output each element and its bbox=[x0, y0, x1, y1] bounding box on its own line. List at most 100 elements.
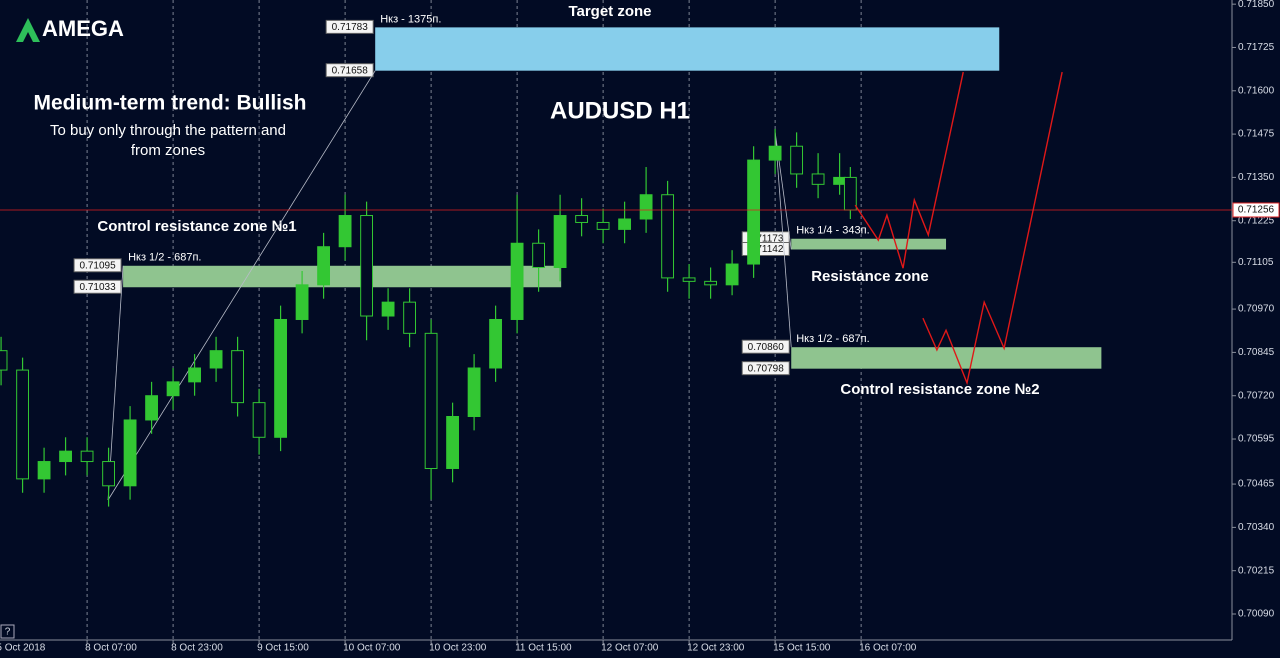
projection-line bbox=[922, 71, 1063, 386]
candle-body bbox=[532, 242, 546, 269]
price-tag-label: 0.71095 bbox=[80, 260, 117, 271]
y-tick-label: 0.70340 bbox=[1238, 522, 1275, 533]
zone bbox=[791, 238, 947, 250]
y-tick-label: 0.71475 bbox=[1238, 129, 1275, 140]
candle-body bbox=[188, 367, 201, 383]
zone-name: Control resistance zone №1 bbox=[97, 218, 296, 235]
zone bbox=[375, 27, 1000, 71]
zone-caption: Нкз - 1375п. bbox=[380, 13, 441, 25]
candle-body bbox=[790, 145, 804, 175]
price-tag-label: 0.70860 bbox=[748, 342, 785, 353]
x-tick-label: 5 Oct 2018 bbox=[0, 643, 46, 654]
candle-body bbox=[123, 419, 137, 487]
candle-body bbox=[596, 221, 610, 230]
candle-body bbox=[661, 194, 675, 279]
help-button-label[interactable]: ? bbox=[5, 627, 11, 638]
zone-caption: Нкз 1/2 - 687п. bbox=[796, 333, 869, 345]
candle-body bbox=[553, 215, 567, 269]
candle-body bbox=[145, 395, 158, 421]
pattern-line bbox=[774, 131, 792, 348]
zone-name: Target zone bbox=[568, 3, 651, 20]
price-tag-label: 0.70798 bbox=[748, 363, 785, 374]
candle-body bbox=[704, 280, 718, 286]
candle-body bbox=[0, 350, 8, 371]
candle-body bbox=[209, 350, 223, 369]
current-price-tag bbox=[1232, 202, 1280, 218]
y-tick-label: 0.71105 bbox=[1238, 257, 1274, 268]
y-tick-label: 0.71350 bbox=[1238, 172, 1275, 183]
zone bbox=[791, 347, 1102, 369]
candle-body bbox=[16, 369, 29, 480]
candle-body bbox=[80, 450, 94, 463]
candle-body bbox=[510, 242, 524, 320]
y-tick-label: 0.71850 bbox=[1238, 0, 1275, 10]
price-tag bbox=[741, 339, 790, 354]
candle-body bbox=[747, 159, 761, 265]
candle-body bbox=[639, 194, 653, 220]
price-tag-label: 0.71658 bbox=[332, 65, 369, 76]
candle-body bbox=[360, 215, 374, 317]
candle-body bbox=[618, 218, 632, 230]
candle-body bbox=[102, 461, 115, 487]
x-tick-label: 11 Oct 15:00 bbox=[515, 643, 572, 654]
candle-body bbox=[489, 318, 503, 369]
zone bbox=[123, 265, 562, 288]
subtitle-line: To buy only through the pattern and bbox=[50, 122, 286, 139]
candle-body bbox=[231, 350, 244, 404]
pattern-line bbox=[107, 70, 376, 501]
candle-body bbox=[575, 215, 589, 223]
y-tick-label: 0.71600 bbox=[1238, 85, 1275, 96]
pattern-line bbox=[107, 265, 124, 501]
chart-title: AUDUSD H1 bbox=[550, 97, 690, 124]
y-tick-label: 0.70845 bbox=[1238, 347, 1275, 358]
zone-name: Resistance zone bbox=[811, 268, 929, 285]
y-tick-label: 0.70720 bbox=[1238, 390, 1275, 401]
x-tick-label: 8 Oct 07:00 bbox=[85, 643, 137, 654]
candle-body bbox=[403, 301, 417, 334]
price-tag-label: 0.71033 bbox=[80, 282, 117, 293]
y-tick-label: 0.70215 bbox=[1238, 565, 1275, 576]
x-tick-label: 9 Oct 15:00 bbox=[257, 643, 309, 654]
candle-body bbox=[59, 450, 72, 463]
candle-body bbox=[166, 381, 180, 397]
candle-body bbox=[381, 301, 395, 317]
zone-caption: Нкз 1/4 - 343п. bbox=[796, 225, 869, 237]
price-tag-label: 0.71142 bbox=[748, 244, 784, 255]
candle-body bbox=[682, 277, 696, 282]
candle-body bbox=[317, 246, 331, 286]
candle-body bbox=[295, 284, 309, 320]
candle-body bbox=[446, 416, 460, 469]
x-tick-label: 10 Oct 23:00 bbox=[429, 643, 487, 654]
candle-body bbox=[843, 176, 857, 211]
logo-mark bbox=[16, 18, 40, 42]
y-tick-label: 0.71725 bbox=[1238, 42, 1275, 53]
zone-caption: Нкз 1/2 - 687п. bbox=[128, 252, 201, 264]
price-tag bbox=[741, 361, 790, 376]
y-tick-label: 0.70465 bbox=[1238, 479, 1275, 490]
candle-body bbox=[833, 176, 847, 185]
candle-body bbox=[467, 367, 481, 418]
y-tick-label: 0.71225 bbox=[1238, 215, 1275, 226]
subtitle-line: from zones bbox=[131, 142, 205, 159]
candle-body bbox=[424, 332, 438, 469]
candle-body bbox=[725, 263, 739, 286]
y-tick-label: 0.70090 bbox=[1238, 609, 1275, 620]
help-button[interactable] bbox=[0, 624, 15, 639]
x-tick-label: 12 Oct 07:00 bbox=[601, 643, 659, 654]
price-tag bbox=[325, 63, 374, 78]
candle-body bbox=[37, 461, 51, 480]
current-price-label: 0.71256 bbox=[1238, 205, 1275, 216]
zone-name: Control resistance zone №2 bbox=[840, 381, 1039, 398]
price-tag-label: 0.71783 bbox=[332, 22, 369, 33]
y-tick-label: 0.70595 bbox=[1238, 434, 1275, 445]
projection-line bbox=[854, 71, 964, 269]
x-tick-label: 12 Oct 23:00 bbox=[687, 643, 745, 654]
subtitle: Medium-term trend: Bullish bbox=[33, 92, 306, 115]
candle-body bbox=[768, 145, 782, 161]
price-tag bbox=[325, 19, 374, 34]
candle-body bbox=[338, 215, 352, 248]
x-tick-label: 15 Oct 15:00 bbox=[773, 643, 831, 654]
